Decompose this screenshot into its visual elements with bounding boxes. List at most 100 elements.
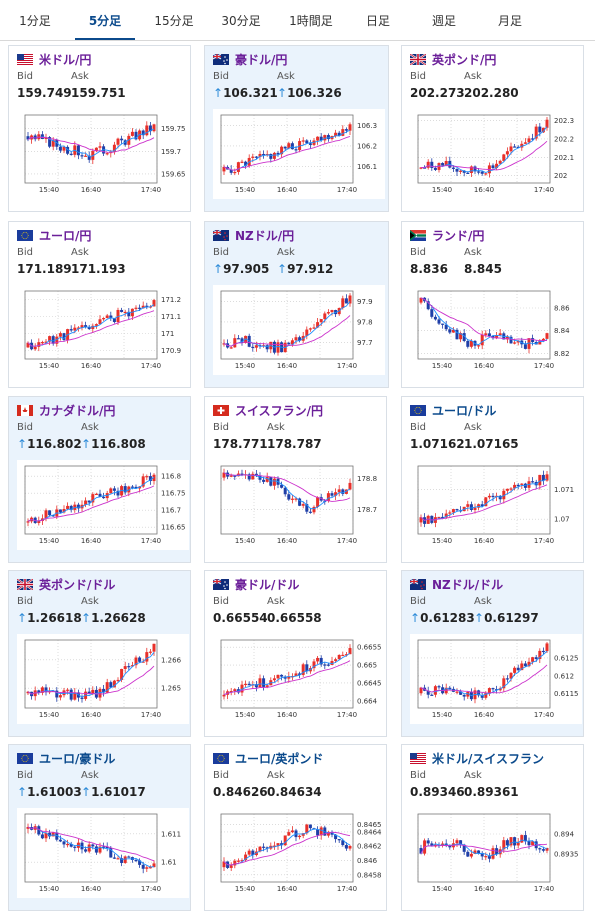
tab-4[interactable]: 1時間足 — [289, 14, 333, 28]
price-chart[interactable]: 0.8465 0.8464 0.8462 0.846 0.8458 15:40 16:40 1… — [213, 808, 386, 898]
plot-border — [220, 290, 354, 360]
rate-card[interactable]: 英ポンド/ドル Bid Ask ↑1.26618 ↑1.26628 1.266 1.265 1… — [8, 570, 191, 737]
y-tick-label: 0.664 — [357, 697, 378, 705]
candle-body — [341, 298, 345, 308]
rate-card[interactable]: ユーロ/豪ドル Bid Ask ↑1.61003 ↑1.61017 1.611 1.61 15… — [8, 744, 191, 911]
candle-body — [484, 173, 488, 175]
price-chart[interactable]: 0.894 0.8935 15:40 16:40 17:40 — [410, 808, 583, 898]
pair-title[interactable]: ユーロ/英ポンド — [213, 750, 323, 766]
bid-price: 116.802 — [27, 437, 82, 451]
candle-body — [98, 688, 102, 698]
tab-7[interactable]: 月足 — [497, 14, 522, 28]
price-chart[interactable]: 106.3 106.2 106.1 15:40 16:40 17:40 — [213, 109, 386, 199]
rate-card[interactable]: 英ポンド/円 Bid Ask 202.273 202.280 202.3 202.2 202.… — [401, 45, 584, 212]
y-tick-label: 0.6655 — [357, 644, 382, 652]
bid-label: Bid — [410, 596, 426, 607]
ca-flag-icon — [17, 405, 33, 416]
candle-body — [127, 666, 131, 668]
plot-border — [24, 465, 158, 535]
candle-body — [80, 325, 84, 328]
candle-body — [502, 840, 506, 850]
pair-title[interactable]: NZドル/円 — [213, 227, 294, 243]
candle-body — [141, 130, 145, 136]
candle-body — [69, 843, 73, 847]
tab-3[interactable]: 30分足 — [221, 14, 261, 28]
candle-body — [323, 664, 327, 666]
pair-title[interactable]: NZドル/ドル — [410, 576, 503, 592]
price-chart[interactable]: 178.8 178.7 15:40 16:40 17:40 — [213, 460, 386, 550]
moving-average-fast — [27, 826, 155, 868]
price-chart[interactable]: 1.611 1.61 15:40 16:40 17:40 — [17, 808, 190, 898]
rate-card[interactable]: 米ドル/スイスフラン Bid Ask 0.89346 0.89361 0.894 0.893… — [401, 744, 584, 911]
pair-title[interactable]: 豪ドル/ドル — [213, 576, 299, 592]
candle-body — [531, 338, 535, 342]
price-chart[interactable]: 8.86 8.84 8.82 15:40 16:40 17:40 — [410, 285, 583, 375]
rate-card[interactable]: NZドル/円 Bid Ask ↑97.905 ↑97.912 97.9 97.8 97.7 15… — [204, 221, 389, 388]
candle-body — [462, 844, 466, 852]
pair-name: カナダドル/円 — [39, 404, 116, 418]
pair-title[interactable]: ユーロ/円 — [17, 227, 91, 243]
price-chart[interactable]: 116.8 116.75 116.7 116.65 15:40 16:40 17:40 — [17, 460, 190, 550]
candle-body — [441, 843, 445, 846]
candle-body — [141, 864, 145, 869]
moving-average-fast — [27, 128, 155, 158]
us-flag-icon — [410, 753, 426, 764]
tab-0[interactable]: 1分足 — [19, 14, 51, 28]
pair-title[interactable]: ランド/円 — [410, 227, 484, 243]
candle-body — [344, 298, 348, 304]
candle-body — [477, 171, 481, 173]
price-chart[interactable]: 97.9 97.8 97.7 15:40 16:40 17:40 — [213, 285, 386, 375]
x-tick-label: 17:40 — [141, 885, 161, 893]
pair-title[interactable]: スイスフラン/円 — [213, 402, 323, 418]
price-chart[interactable]: 171.2 171.1 171 170.9 15:40 16:40 17:40 — [17, 285, 190, 375]
rate-card[interactable]: ユーロ/円 Bid Ask 171.189 171.193 171.2 171.1 171 17… — [8, 221, 191, 388]
candle-body — [283, 146, 287, 149]
rate-card[interactable]: スイスフラン/円 Bid Ask 178.771 178.787 178.8 178.7 15… — [204, 396, 387, 563]
price-chart[interactable]: 1.071 1.07 15:40 16:40 17:40 — [410, 460, 583, 550]
rate-card[interactable]: 豪ドル/ドル Bid Ask 0.66554 0.66558 0.6655 0.665 0.6… — [204, 570, 387, 737]
candle-body — [348, 124, 352, 131]
chart-svg: 0.6655 0.665 0.6645 0.664 15:40 16:40 17:40 — [213, 634, 385, 724]
pair-title[interactable]: 英ポンド/ドル — [17, 576, 115, 592]
pair-title[interactable]: ユーロ/豪ドル — [17, 750, 115, 766]
tab-5[interactable]: 日足 — [365, 14, 390, 28]
rate-card[interactable]: NZドル/ドル Bid Ask ↑0.61283 ↑0.61297 0.6125 0.612… — [401, 570, 584, 737]
pair-title[interactable]: 米ドル/円 — [17, 51, 91, 67]
rate-card[interactable]: ランド/円 Bid Ask 8.836 8.845 8.86 8.84 8.82 15:40 16… — [401, 221, 584, 388]
candle-body — [148, 125, 152, 132]
price-chart[interactable]: 0.6655 0.665 0.6645 0.664 15:40 16:40 17:40 — [213, 634, 386, 724]
candle-body — [326, 664, 330, 666]
moving-average-slow — [223, 315, 351, 347]
price-chart[interactable]: 1.266 1.265 15:40 16:40 17:40 — [17, 634, 190, 724]
rate-card[interactable]: カナダドル/円 Bid Ask ↑116.802 ↑116.808 116.8 116.75… — [8, 396, 191, 563]
bid-value: 1.07162 — [410, 437, 465, 451]
candle-body — [240, 338, 244, 343]
rate-card[interactable]: 米ドル/円 Bid Ask 159.749 159.751 159.75 159.7 159.… — [8, 45, 191, 212]
price-chart[interactable]: 0.6125 0.612 0.6115 15:40 16:40 17:40 — [410, 634, 583, 724]
x-tick-label: 15:40 — [235, 885, 255, 893]
y-tick-label: 1.611 — [161, 830, 181, 838]
rate-card[interactable]: ユーロ/ドル Bid Ask 1.07162 1.07165 1.071 1.07 15:40… — [401, 396, 584, 563]
price-chart[interactable]: 159.75 159.7 159.65 15:40 16:40 17:40 — [17, 109, 190, 199]
pair-title[interactable]: 米ドル/スイスフラン — [410, 750, 544, 766]
ask-label: Ask — [81, 596, 99, 607]
up-arrow-icon: ↑ — [277, 262, 288, 276]
x-tick-label: 15:40 — [39, 537, 59, 545]
y-tick-label: 0.612 — [554, 672, 574, 680]
candle-body — [430, 515, 434, 523]
pair-title[interactable]: 豪ドル/円 — [213, 51, 287, 67]
rate-card[interactable]: ユーロ/英ポンド Bid Ask 0.84626 0.84634 0.8465 0.8464… — [204, 744, 387, 911]
moving-average-slow — [420, 664, 548, 694]
pair-title[interactable]: 英ポンド/円 — [410, 51, 496, 67]
candle-body — [265, 847, 269, 849]
candle-body — [87, 844, 91, 852]
tab-1[interactable]: 5分足 — [75, 0, 135, 40]
tab-2[interactable]: 15分足 — [154, 14, 194, 28]
rate-card[interactable]: 豪ドル/円 Bid Ask ↑106.321 ↑106.326 106.3 106.2 106… — [204, 45, 389, 212]
pair-title[interactable]: ユーロ/ドル — [410, 402, 496, 418]
price-chart[interactable]: 202.3 202.2 202.1 202 15:40 16:40 17:40 — [410, 109, 583, 199]
tab-6[interactable]: 週足 — [431, 14, 456, 28]
candle-body — [312, 327, 316, 329]
pair-title[interactable]: カナダドル/円 — [17, 402, 115, 418]
candle-body — [455, 840, 459, 844]
